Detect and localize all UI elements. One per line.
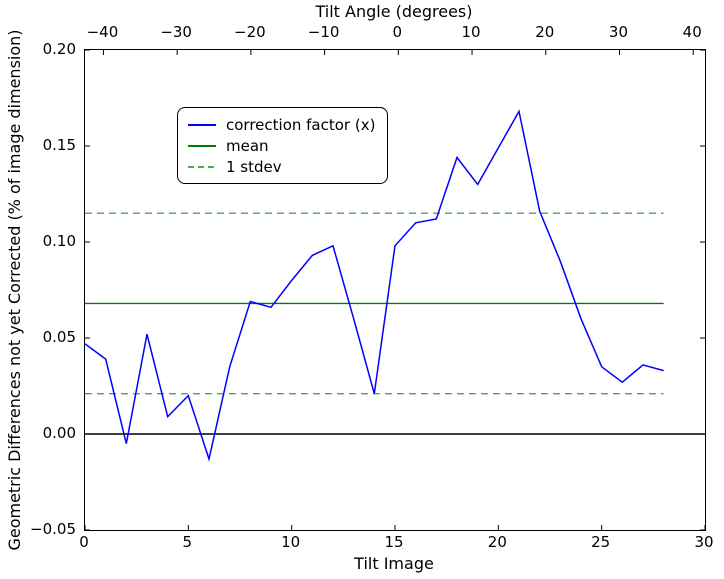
top-tick-label: 20 <box>535 23 555 41</box>
legend-label: mean <box>226 136 269 155</box>
legend-sample-dashed-line-icon <box>188 165 216 168</box>
legend-label: 1 stdev <box>226 157 282 176</box>
y-tick-label: 0.10 <box>42 232 76 250</box>
x-tick-label: 10 <box>281 533 301 551</box>
y-tick-label: −0.05 <box>30 520 76 538</box>
top-tick-label: 0 <box>392 23 403 41</box>
x-tick-label: 25 <box>591 533 611 551</box>
legend-item-correction-factor: correction factor (x) <box>188 114 375 135</box>
legend-sample-line-icon <box>188 123 216 126</box>
top-tick-label: −40 <box>86 23 119 41</box>
legend-item-stdev: 1 stdev <box>188 156 375 177</box>
y-tick-label: 0.20 <box>42 40 76 58</box>
y-tick-label: 0.00 <box>42 424 76 442</box>
bottom-axis-title: Tilt Image <box>354 554 434 573</box>
x-tick-label: 15 <box>384 533 404 551</box>
top-axis-title: Tilt Angle (degrees) <box>315 2 473 21</box>
top-tick-label: 30 <box>608 23 629 41</box>
top-tick-label: 10 <box>461 23 481 41</box>
plot-canvas <box>85 50 705 530</box>
plot-area: correction factor (x) mean 1 stdev <box>84 49 706 531</box>
x-tick-label: 20 <box>487 533 507 551</box>
x-tick-label: 30 <box>694 533 714 551</box>
legend-sample-line-icon <box>188 144 216 147</box>
legend-item-mean: mean <box>188 135 375 156</box>
x-tick-label: 5 <box>182 533 193 551</box>
top-tick-label: 40 <box>682 23 702 41</box>
correction-factor-line <box>85 109 664 462</box>
top-tick-label: −30 <box>160 23 192 41</box>
legend-label: correction factor (x) <box>226 115 376 134</box>
y-axis-title: Geometric Differences not yet Corrected … <box>5 29 24 551</box>
y-tick-label: 0.05 <box>42 328 76 346</box>
top-tick-label: −10 <box>307 23 340 41</box>
x-tick-label: 0 <box>79 533 89 551</box>
legend-box: correction factor (x) mean 1 stdev <box>177 107 389 184</box>
top-tick-label: −20 <box>234 23 266 41</box>
y-tick-label: 0.15 <box>42 136 76 154</box>
